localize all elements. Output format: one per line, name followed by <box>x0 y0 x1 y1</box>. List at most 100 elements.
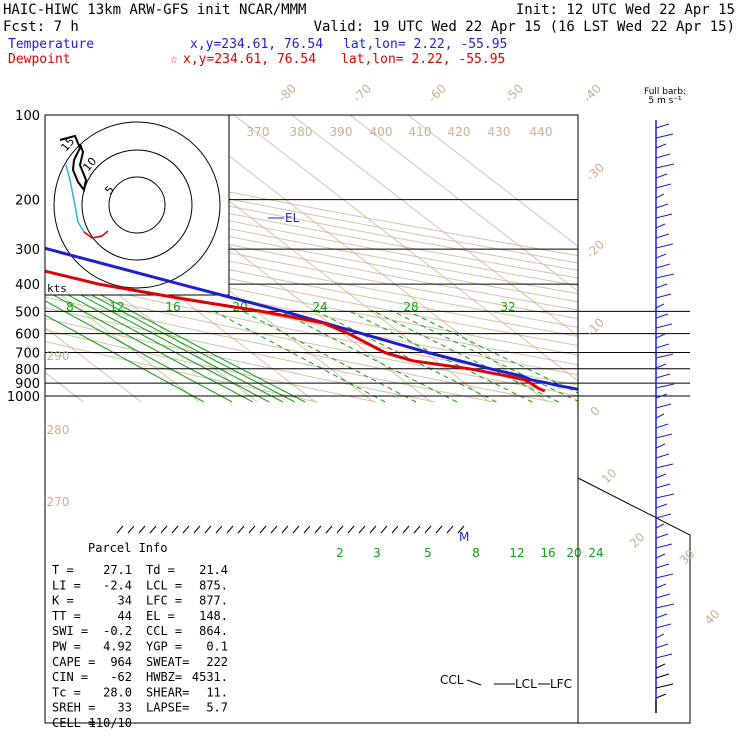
wind-barb <box>655 363 667 369</box>
wind-barb <box>655 393 668 399</box>
mixing-ratio-line <box>45 264 306 403</box>
wind-barb <box>655 503 668 509</box>
dry-adiabat <box>45 183 578 287</box>
parcel-label: EL = <box>146 609 175 623</box>
parcel-label: YGP = <box>146 640 182 654</box>
pressure-tick-label: 600 <box>15 328 40 343</box>
temperature-trace <box>45 246 578 391</box>
pressure-tick-label: 1000 <box>7 390 40 405</box>
dry-adiabat <box>45 276 578 386</box>
wind-barb <box>655 483 671 489</box>
isotherm-label: -80 <box>275 81 299 105</box>
parcel-value: 875. <box>199 578 228 592</box>
wind-barb <box>655 613 668 619</box>
header-title: HAIC-HIWC 13km ARW-GFS init NCAR/MMM <box>3 2 306 18</box>
wind-barb <box>655 463 674 469</box>
isotherm-label: -20 <box>583 237 607 261</box>
header-valid: Valid: 19 UTC Wed 22 Apr 15 (16 LST Wed … <box>314 19 735 35</box>
wind-barb <box>655 333 666 339</box>
hatch-mark <box>237 525 245 534</box>
mixing-ratio-line-dashed <box>212 309 386 403</box>
wind-barb <box>655 403 672 409</box>
parcel-value: 34 <box>118 594 132 608</box>
wind-barb <box>655 243 674 249</box>
isotherm-label: -10 <box>583 315 607 339</box>
pressure-tick-label: 500 <box>15 305 40 320</box>
wind-barb <box>655 123 670 129</box>
parcel-value: 4.92 <box>103 640 132 654</box>
wind-barb <box>655 303 665 309</box>
mixing-ratio-label-lower: 12 <box>509 546 524 560</box>
parcel-label: LCL = <box>146 578 182 592</box>
hatch-mark <box>358 525 366 534</box>
theta-label: 410 <box>409 125 432 139</box>
lcl-marker: LCL <box>515 677 537 691</box>
hatch-mark <box>226 525 234 534</box>
mixing-ratio-line <box>45 269 295 403</box>
wind-barb <box>655 643 669 649</box>
wind-barb <box>655 373 671 379</box>
hatch-mark <box>204 525 212 534</box>
wind-barb <box>655 293 672 299</box>
wind-barb <box>655 553 666 559</box>
mixing-ratio-label-lower: 5 <box>424 546 432 560</box>
dry-adiabat <box>45 190 578 295</box>
melting-level-marker: M <box>459 530 469 544</box>
theta-label: 420 <box>448 125 471 139</box>
parcel-label: LFC = <box>146 594 182 608</box>
hatch-mark <box>424 525 432 534</box>
pressure-tick-label: 700 <box>15 346 40 361</box>
hodograph-lower-trace <box>65 164 85 233</box>
isotherm-label: 20 <box>627 530 648 551</box>
isotherm-label: 0 <box>588 404 603 419</box>
temperature-latlon: lat,lon= 2.22, -55.95 <box>343 37 507 52</box>
wind-barb <box>655 443 666 449</box>
theta-label: 270 <box>47 495 70 509</box>
isotherm-label: -50 <box>502 81 526 105</box>
hatch-mark <box>127 525 135 534</box>
parcel-label: T = <box>52 563 74 577</box>
parcel-value: 11. <box>206 685 228 699</box>
dry-adiabat <box>45 329 377 403</box>
parcel-value: 222 <box>206 655 228 669</box>
mixing-ratio-line-dashed <box>371 309 559 403</box>
hatch-mark <box>182 525 190 534</box>
hatch-mark <box>248 525 256 534</box>
parcel-label: TT = <box>52 609 81 623</box>
parcel-label: K = <box>52 594 74 608</box>
parcel-label: Td = <box>146 563 175 577</box>
hatch-mark <box>413 525 421 534</box>
hatch-mark <box>193 525 201 534</box>
pressure-tick-label: 300 <box>15 243 40 258</box>
isotherm-label: 40 <box>702 607 723 628</box>
wind-barb <box>655 313 669 319</box>
parcel-value: 28.0 <box>103 685 132 699</box>
wind-barb <box>655 583 667 589</box>
dry-adiabat <box>45 175 578 279</box>
ccl-tick <box>466 679 482 686</box>
isotherm-line <box>45 326 142 403</box>
hodograph-units: kts <box>47 282 67 295</box>
wind-barb <box>655 153 671 159</box>
wind-barb <box>655 473 667 479</box>
pressure-tick-label: 800 <box>15 363 40 378</box>
temperature-legend: Temperature <box>8 37 94 52</box>
wind-barb <box>655 433 673 439</box>
parcel-label: LI = <box>52 578 81 592</box>
parcel-value: 44 <box>118 609 132 623</box>
isotherm-line <box>291 115 578 337</box>
wind-barb <box>655 593 671 599</box>
wind-barb <box>655 523 665 529</box>
parcel-value: 4531. <box>192 670 228 684</box>
hatch-mark <box>138 525 146 534</box>
parcel-label: SREH = <box>52 701 95 715</box>
parcel-label: SHEAR= <box>146 685 189 699</box>
hatch-mark <box>281 525 289 534</box>
wind-barb <box>655 143 667 149</box>
wind-barb <box>655 183 672 189</box>
parcel-value: 0.1 <box>206 640 228 654</box>
wind-barb <box>655 493 675 499</box>
hatch-mark <box>259 525 267 534</box>
wind-barb <box>655 673 670 679</box>
wind-barb <box>655 573 674 579</box>
